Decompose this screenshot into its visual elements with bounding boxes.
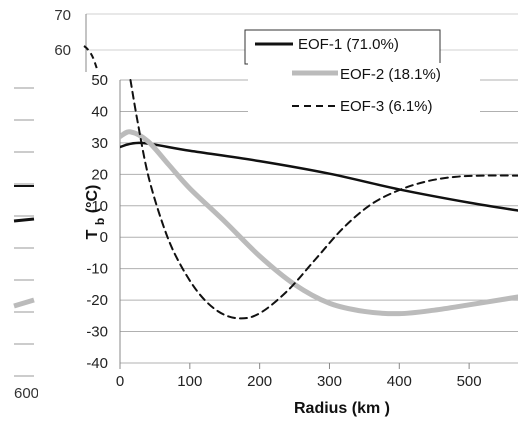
background-left-axis-ticks (14, 87, 34, 377)
series-lines (120, 79, 518, 320)
y-axis-label: T b (°C) (84, 185, 107, 240)
background-y-tick-label: 60 (54, 42, 71, 59)
y-tick-label: -30 (86, 324, 108, 341)
y-tick-label: 40 (91, 103, 108, 120)
background-series-fragment (13, 217, 35, 223)
background-y-tick-label: 70 (54, 7, 71, 24)
legend-label-eof-1: EOF-1 (71.0%) (298, 36, 399, 53)
y-axis-label-subscript: b (93, 218, 107, 225)
x-axis-label: Radius (km ) (294, 400, 390, 417)
x-ticks (119, 363, 470, 369)
x-tick-label: 300 (317, 373, 342, 390)
y-tick-label: -40 (86, 355, 108, 372)
y-tick-label: 10 (91, 198, 108, 215)
y-axis-label-unit: (°C) (84, 185, 101, 214)
legend-lower-backdrop (248, 63, 480, 121)
y-tick-labels: 50 40 30 20 10 0 -10 -20 -30 -40 (86, 72, 108, 372)
x-tick-label: 100 (177, 373, 202, 390)
legend: EOF-1 (71.0%) EOF-2 (18.1%) EOF-3 (6.1%) (244, 29, 480, 121)
y-axis-label-main: T (84, 229, 101, 239)
y-tick-label: -20 (86, 292, 108, 309)
legend-label-eof-2: EOF-2 (18.1%) (340, 66, 441, 83)
legend-label-eof-3: EOF-3 (6.1%) (340, 98, 433, 115)
series-line-eof-3 (129, 79, 518, 320)
x-tick-label: 500 (457, 373, 482, 390)
series-line-eof-2 (120, 129, 518, 317)
y-tick-label: 0 (100, 229, 108, 246)
x-tick-labels: 0 100 200 300 400 500 (116, 373, 482, 390)
background-series-fragment (83, 45, 99, 73)
y-tick-label: 20 (91, 166, 108, 183)
legend-box (244, 29, 441, 65)
main-chart-backdrop (108, 72, 518, 398)
y-tick-label: 30 (91, 135, 108, 152)
y-tick-label: -10 (86, 261, 108, 278)
x-tick-label: 400 (387, 373, 412, 390)
background-series-fragment (13, 297, 35, 309)
x-tick-label: 200 (247, 373, 272, 390)
x-tick-label: 0 (116, 373, 124, 390)
y-tick-label: 50 (91, 72, 108, 89)
main-chart-label-backdrop (38, 72, 110, 402)
